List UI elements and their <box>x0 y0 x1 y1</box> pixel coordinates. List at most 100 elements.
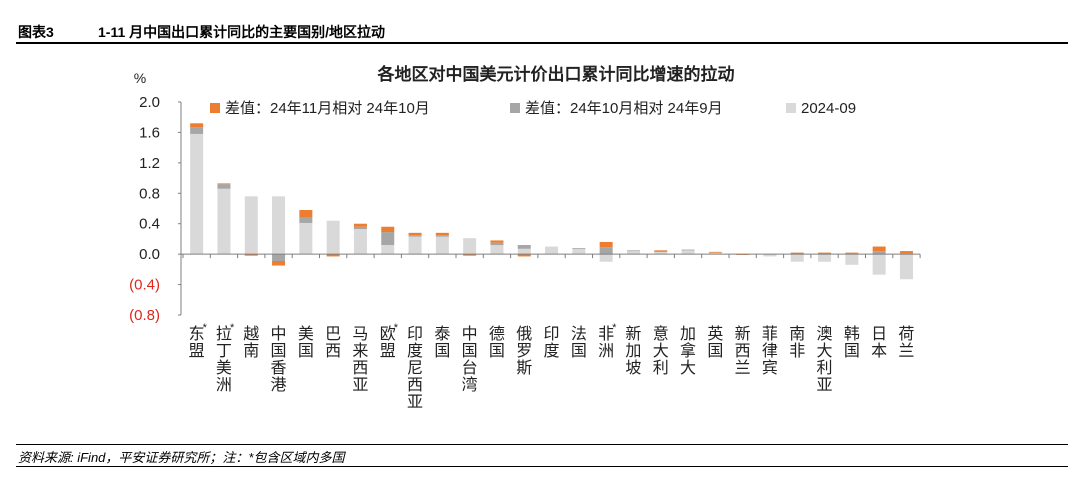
x-tick-star: * <box>393 322 399 334</box>
y-axis-unit: % <box>134 70 146 86</box>
bar-diff-nov-vs-oct <box>845 252 859 254</box>
bar-2024-09 <box>845 254 859 265</box>
chart-title: 各地区对中国美元计价出口累计同比增速的拉动 <box>377 64 735 84</box>
x-tick-label: 马来西亚 <box>352 326 369 394</box>
bar-diff-oct-vs-sep <box>353 226 367 230</box>
bar-diff-nov-vs-oct <box>654 250 668 252</box>
bar-2024-09 <box>545 246 559 255</box>
bar-diff-nov-vs-oct <box>517 254 531 257</box>
legend-swatch <box>210 103 220 113</box>
bar-2024-09 <box>408 236 422 255</box>
bar-diff-oct-vs-sep <box>190 127 204 134</box>
legend-swatch <box>510 103 520 113</box>
x-tick-label: 泰国 <box>434 326 451 360</box>
bar-2024-09 <box>244 196 258 255</box>
x-tick-label: 新西兰 <box>734 326 751 377</box>
bar-2024-09 <box>435 236 449 255</box>
legend-label: 差值：24年11月相对 24年10月 <box>225 100 430 117</box>
x-tick-label: 俄罗斯 <box>516 326 533 377</box>
bar-diff-oct-vs-sep <box>572 248 586 249</box>
bar-diff-nov-vs-oct <box>408 232 422 236</box>
bar-2024-09 <box>217 188 231 255</box>
bar-diff-nov-vs-oct <box>326 254 340 257</box>
bar-2024-09 <box>326 220 340 255</box>
bar-2024-09 <box>681 250 695 255</box>
figure-number: 图表3 <box>18 24 54 40</box>
footer-rule <box>16 444 1068 445</box>
source-note: 资料来源: iFind，平安证券研究所；注：*包含区域内多国 <box>18 450 345 465</box>
bar-diff-oct-vs-sep <box>408 235 422 237</box>
x-tick-label: 越南 <box>243 326 260 360</box>
y-tick-label: 2.0 <box>139 94 160 111</box>
bar-diff-nov-vs-oct <box>435 232 449 236</box>
bar-diff-oct-vs-sep <box>599 247 613 255</box>
legend-label: 差值：24年10月相对 24年9月 <box>525 100 723 117</box>
bar-2024-09 <box>353 229 367 255</box>
x-tick-label: 欧盟 <box>379 326 396 360</box>
bar-diff-nov-vs-oct <box>217 183 231 185</box>
bar-2024-09 <box>654 251 668 255</box>
bar-diff-oct-vs-sep <box>272 254 286 261</box>
bar-2024-09 <box>463 238 477 255</box>
bar-2024-09 <box>190 133 204 255</box>
bar-diff-nov-vs-oct <box>899 251 913 254</box>
bar-2024-09 <box>381 245 395 255</box>
bar-diff-oct-vs-sep <box>681 249 695 251</box>
x-tick-label: 法国 <box>570 326 587 360</box>
x-tick-label: 加拿大 <box>680 326 697 377</box>
x-tick-label: 印度尼西亚 <box>407 326 424 411</box>
bar-diff-oct-vs-sep <box>299 217 313 223</box>
bar-diff-nov-vs-oct <box>272 260 286 266</box>
legend-label: 2024-09 <box>801 100 856 117</box>
legend-swatch <box>786 103 796 113</box>
bar-diff-nov-vs-oct <box>872 246 886 252</box>
bar-diff-nov-vs-oct <box>299 210 313 218</box>
bar-diff-oct-vs-sep <box>872 251 886 255</box>
bar-diff-oct-vs-sep <box>381 232 395 246</box>
header-rule <box>16 42 1068 44</box>
bar-diff-nov-vs-oct <box>190 123 204 128</box>
y-tick-label: 0.4 <box>139 216 160 233</box>
y-tick-label: 1.2 <box>139 155 160 172</box>
bar-diff-oct-vs-sep <box>626 250 640 252</box>
x-tick-star: * <box>612 322 617 334</box>
bar-diff-oct-vs-sep <box>517 245 531 249</box>
x-tick-label: 澳大利亚 <box>816 326 833 394</box>
x-tick-label: 韩国 <box>843 326 860 360</box>
bar-2024-09 <box>299 222 313 255</box>
x-tick-label: 巴西 <box>325 326 342 360</box>
figure-header: 图表3 1-11 月中国出口累计同比的主要国别/地区拉动 <box>16 22 1066 44</box>
x-tick-star: * <box>229 322 235 334</box>
x-tick-label: 非洲 <box>598 326 615 360</box>
x-tick-label: 新加坡 <box>625 326 642 377</box>
bar-diff-nov-vs-oct <box>790 252 804 255</box>
bar-2024-09 <box>708 252 722 255</box>
x-tick-star: * <box>202 322 207 334</box>
x-tick-label: 菲律宾 <box>761 326 778 377</box>
y-tick-label: 1.6 <box>139 124 160 141</box>
bar-diff-nov-vs-oct <box>244 254 258 256</box>
bar-2024-09 <box>763 254 777 257</box>
bottom-rule <box>16 466 1068 467</box>
x-tick-label: 中国香港 <box>270 326 287 394</box>
figure-title: 1-11 月中国出口累计同比的主要国别/地区拉动 <box>98 24 386 40</box>
x-tick-label: 拉丁美洲 <box>215 326 232 394</box>
bar-2024-09 <box>899 254 913 280</box>
bar-2024-09 <box>872 254 886 275</box>
bar-diff-nov-vs-oct <box>599 241 613 248</box>
bar-2024-09 <box>490 245 504 255</box>
y-tick-label: (0.8) <box>129 307 160 324</box>
x-tick-label: 南非 <box>789 326 806 360</box>
bar-diff-nov-vs-oct <box>353 223 367 227</box>
bar-2024-09 <box>626 251 640 255</box>
bar-2024-09 <box>572 248 586 255</box>
x-tick-label: 意大利 <box>652 326 669 377</box>
bar-diff-nov-vs-oct <box>381 226 395 233</box>
bar-diff-nov-vs-oct <box>490 240 504 243</box>
x-tick-label: 日本 <box>871 326 888 360</box>
x-tick-label: 美国 <box>297 326 314 360</box>
y-tick-label: 0.8 <box>139 185 160 202</box>
bar-diff-nov-vs-oct <box>708 251 722 253</box>
bar-2024-09 <box>790 254 804 262</box>
x-tick-label: 德国 <box>488 326 505 360</box>
